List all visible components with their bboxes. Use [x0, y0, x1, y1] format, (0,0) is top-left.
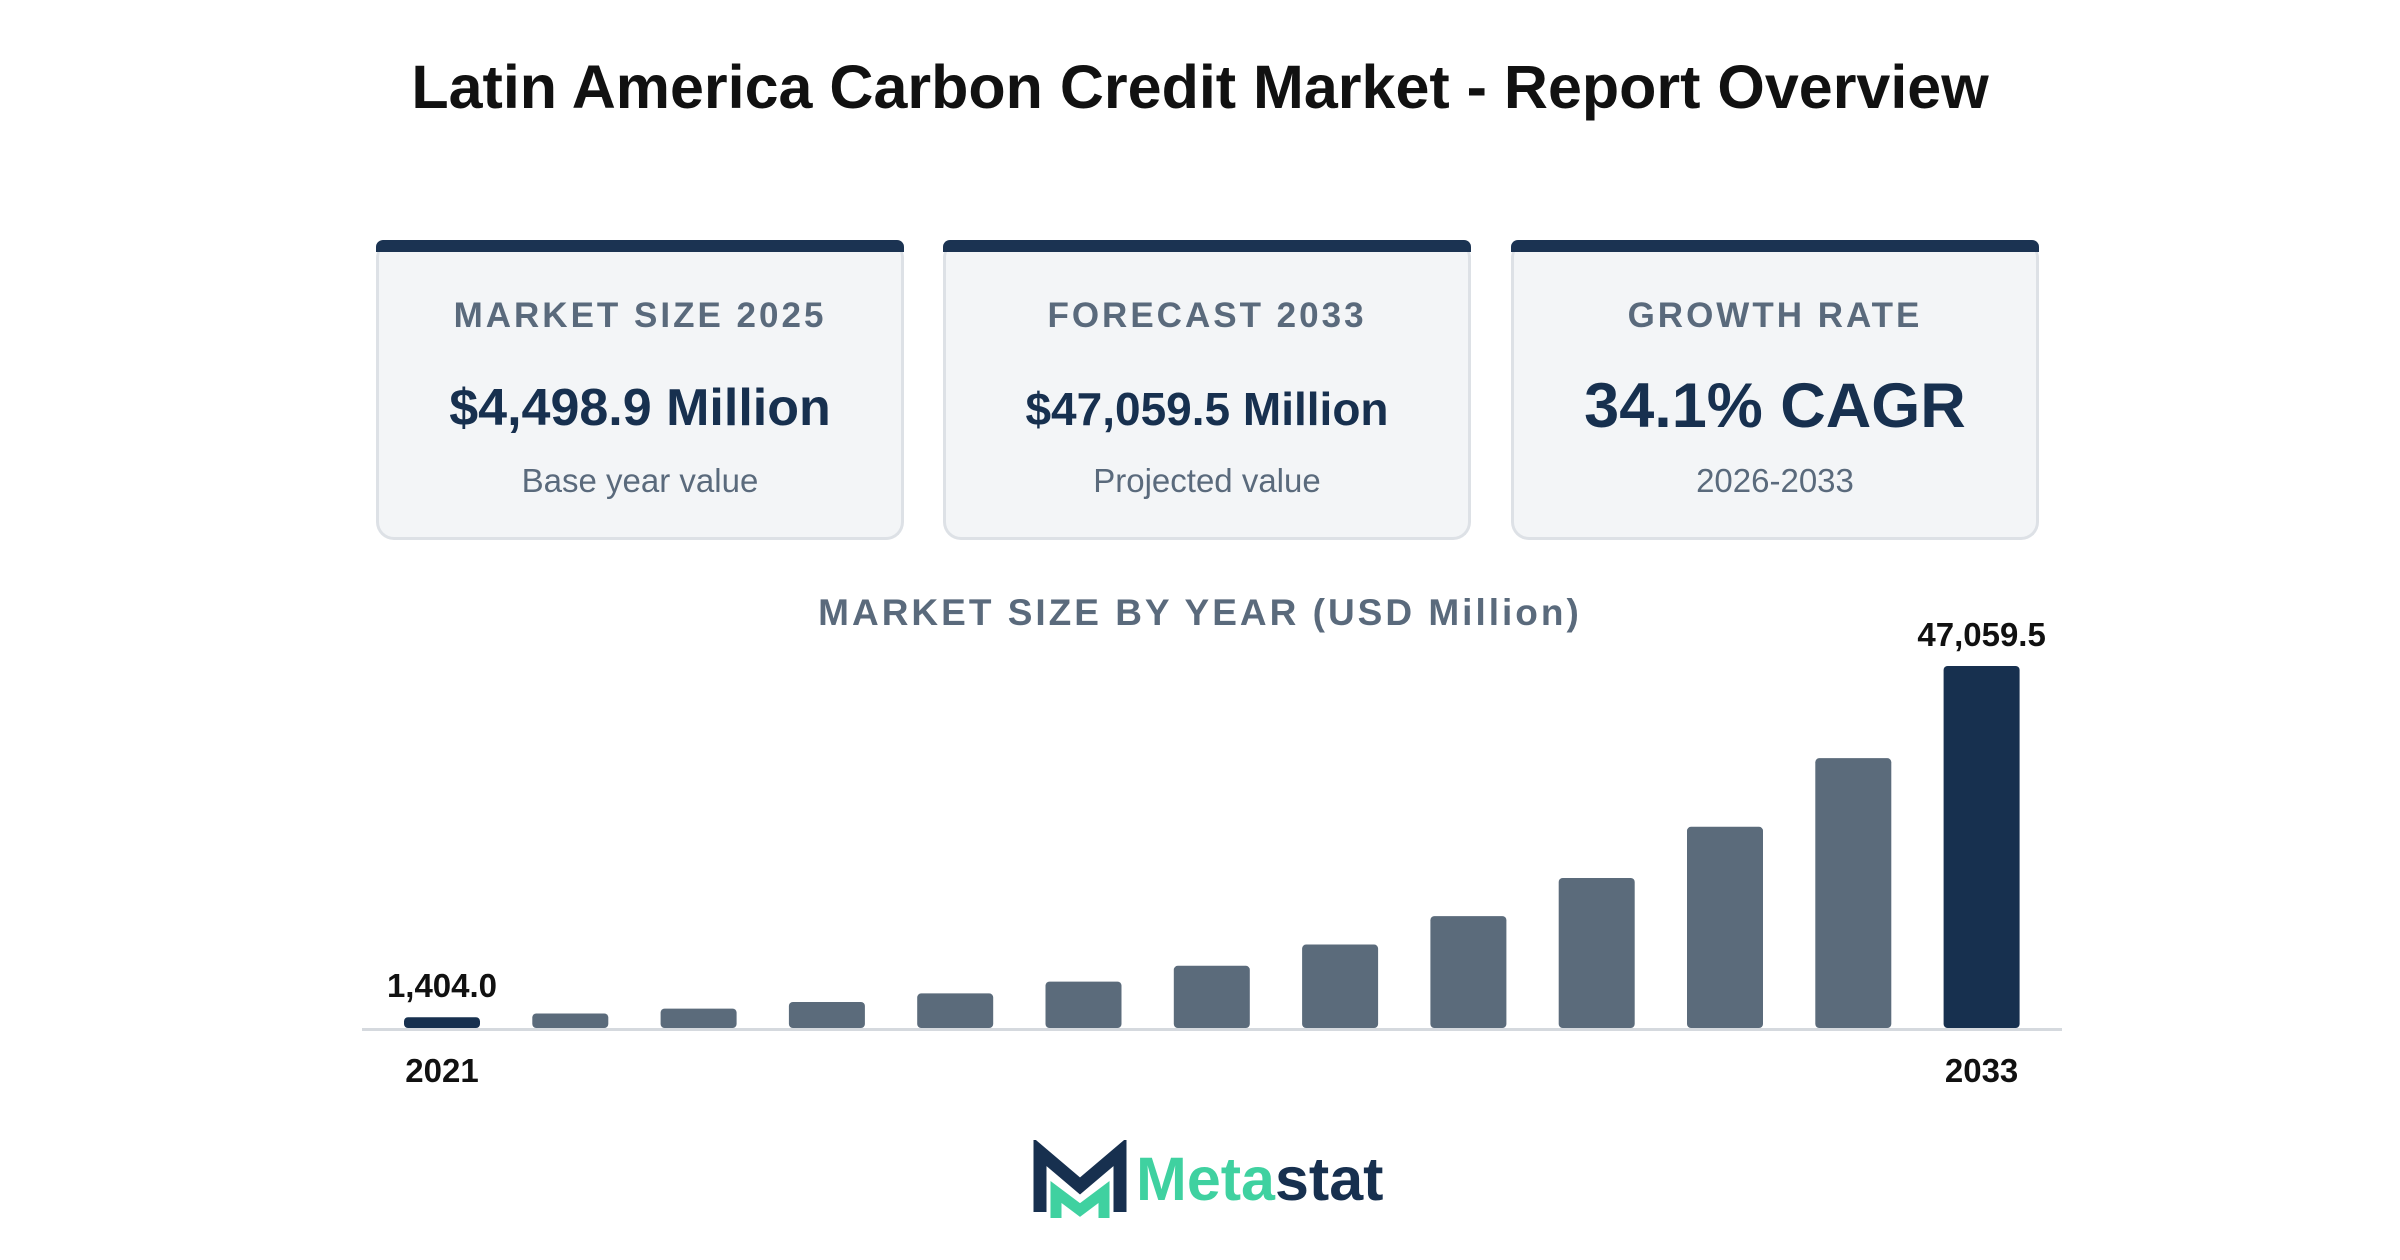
metastat-m-logo-icon: [1033, 1140, 1127, 1218]
bar-2026: [1045, 981, 1122, 1028]
card-value: 34.1% CAGR: [1584, 371, 1966, 441]
card-value: $4,498.9 Million: [449, 379, 831, 437]
forecast-card: FORECAST 2033 $47,059.5 Million Projecte…: [943, 240, 1471, 540]
bar-2025: [917, 993, 994, 1028]
growth-rate-card: GROWTH RATE 34.1% CAGR 2026-2033: [1511, 240, 2039, 540]
card-accent-bar: [943, 240, 1471, 252]
logo-text-stat: stat: [1274, 1145, 1384, 1213]
card-accent-bar: [376, 240, 904, 252]
card-label: GROWTH RATE: [1627, 296, 1923, 335]
bar-2027: [1173, 965, 1250, 1028]
card-subtitle: 2026-2033: [1696, 462, 1854, 499]
logo-wordmark: Metastat: [1136, 1144, 1383, 1214]
bar-2028: [1302, 944, 1379, 1028]
card-subtitle: Projected value: [1093, 462, 1321, 499]
card-accent-bar: [1511, 240, 2039, 252]
bar-2033: [1943, 666, 2020, 1028]
bar-2032: [1815, 758, 1892, 1028]
metastat-logo: Metastat: [1030, 1140, 1450, 1220]
chart-title: MARKET SIZE BY YEAR (USD Million): [818, 592, 1582, 633]
card-value: $47,059.5 Million: [1025, 383, 1389, 435]
bar-2029: [1430, 916, 1507, 1028]
market-size-card: MARKET SIZE 2025 $4,498.9 Million Base y…: [376, 240, 904, 540]
card-subtitle: Base year value: [521, 462, 759, 499]
bar-2021: [404, 1017, 480, 1028]
bar-2030: [1558, 877, 1635, 1028]
x-tick-label: 2033: [1945, 1052, 2018, 1089]
bar-chart: 2021 2033 1,404.0 47,059.5: [362, 616, 2062, 1089]
bar-2024: [788, 1001, 865, 1028]
logo-text-meta: Meta: [1136, 1145, 1275, 1213]
bar-2022: [532, 1013, 609, 1028]
x-tick-label: 2021: [405, 1052, 478, 1089]
card-label: FORECAST 2033: [1047, 296, 1367, 335]
page-title: Latin America Carbon Credit Market - Rep…: [411, 53, 1989, 121]
bar-value-label: 47,059.5: [1917, 616, 2045, 653]
bar-2023: [660, 1008, 737, 1028]
bar-2031: [1687, 826, 1763, 1028]
card-label: MARKET SIZE 2025: [453, 296, 827, 335]
bar-value-label: 1,404.0: [387, 967, 497, 1004]
